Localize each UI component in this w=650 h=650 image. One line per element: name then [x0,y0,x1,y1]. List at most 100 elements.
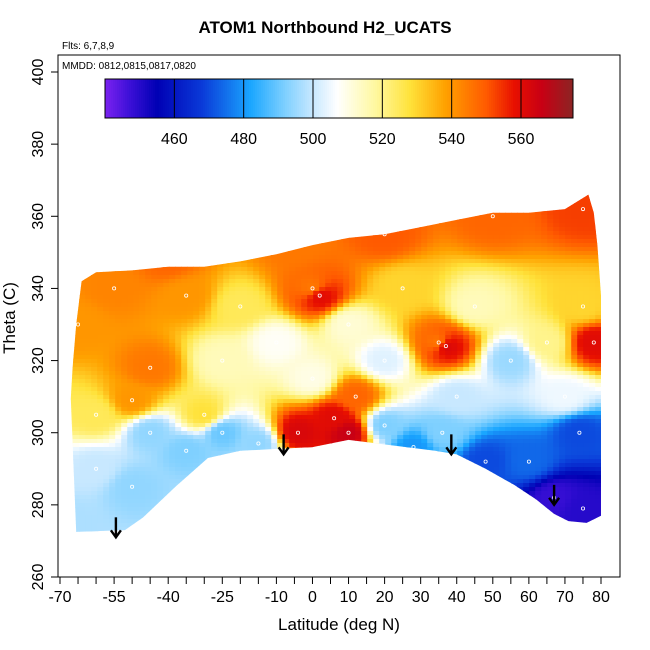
heat-cell [145,339,152,344]
heat-cell [445,387,452,392]
heat-cell [547,407,554,412]
heat-cell [361,379,368,384]
heat-cell [187,227,194,232]
heat-cell [277,411,284,416]
heat-cell [529,255,536,260]
heat-cell [571,263,578,268]
heat-cell [187,323,194,328]
heat-cell [403,223,410,228]
heat-cell [283,194,290,196]
heat-cell [325,263,332,268]
heat-cell [571,255,578,260]
heat-cell [481,223,488,228]
heat-cell [325,387,332,392]
heat-cell [121,195,128,200]
heat-cell [367,235,374,240]
heat-cell [367,291,374,296]
heat-cell [481,403,488,408]
heat-cell [487,383,494,388]
heat-cell [457,195,464,200]
heat-cell [583,319,590,324]
heat-cell [553,223,560,228]
heat-cell [241,231,248,236]
heat-cell [73,251,80,256]
heat-cell [163,383,170,388]
heat-cell [421,259,428,264]
heat-cell [283,351,290,356]
heat-cell [463,299,470,304]
heat-cell [463,383,470,388]
heat-cell [193,359,200,364]
heat-cell [493,311,500,316]
heat-cell [73,307,80,312]
heat-cell [577,367,584,372]
heat-cell [259,395,266,400]
heat-cell [475,279,482,284]
heat-cell [505,371,512,376]
heat-cell [169,315,176,320]
heat-cell [319,235,326,240]
heat-cell [301,343,308,348]
heat-cell [277,399,284,404]
heat-cell [565,239,572,244]
heat-cell [337,295,344,300]
heat-cell [355,355,362,360]
heat-cell [283,207,290,212]
heat-cell [379,195,386,200]
heat-cell [157,303,164,308]
heat-cell [109,275,116,280]
heat-cell [583,299,590,304]
heat-cell [139,215,146,220]
heat-cell [589,347,596,352]
heat-cell [487,194,494,196]
heat-cell [331,251,338,256]
heat-cell [73,271,80,276]
heat-cell [151,215,158,220]
heat-cell [301,391,308,396]
heat-cell [223,291,230,296]
heat-cell [577,403,584,408]
heat-cell [541,203,548,208]
heat-cell [121,395,128,400]
heat-cell [313,343,320,348]
heat-cell [181,291,188,296]
heat-cell [97,411,104,416]
heat-cell [325,311,332,316]
heat-cell [397,215,404,220]
heat-cell [103,199,110,204]
heat-cell [247,231,254,236]
heat-cell [379,223,386,228]
heat-cell [355,243,362,248]
heat-cell [175,327,182,332]
heat-cell [85,255,92,260]
heat-cell [73,411,80,416]
heat-cell [397,247,404,252]
heat-cell [121,255,128,260]
heat-cell [469,267,476,272]
heat-cell [229,399,236,404]
heat-cell [313,327,320,332]
heat-cell [307,263,314,268]
heat-cell [331,287,338,292]
heat-cell [577,383,584,388]
heat-cell [85,359,92,364]
heat-cell [235,251,242,256]
heat-cell [211,291,218,296]
heat-cell [241,395,248,400]
heat-cell [163,227,170,232]
heat-cell [397,371,404,376]
heat-cell [235,203,242,208]
heat-cell [595,199,602,204]
heat-cell [517,255,524,260]
heat-cell [481,299,488,304]
heat-cell [349,259,356,264]
heat-cell [253,387,260,392]
heat-cell [109,339,116,344]
heat-cell [223,371,230,376]
heat-cell [85,403,92,408]
heat-cell [217,339,224,344]
heat-cell [367,279,374,284]
heat-cell [85,203,92,208]
heat-cell [547,323,554,328]
heat-cell [529,351,536,356]
